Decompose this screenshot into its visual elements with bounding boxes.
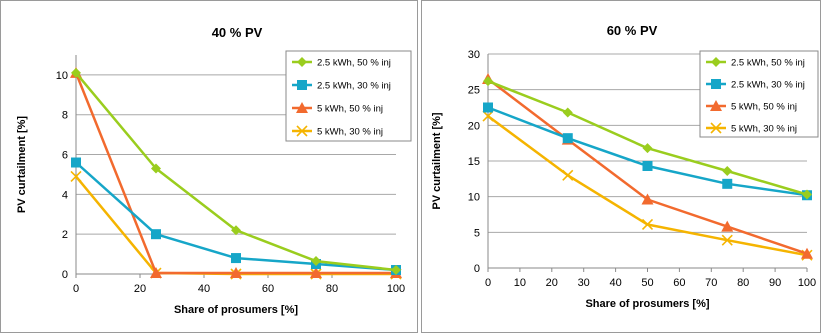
chart-panel-40pv: 40 % PV 0 2 4 6 8 10 0 20 40 60 80 100 Share of prosu…: [0, 0, 418, 333]
series-1-point: [71, 67, 81, 78]
y-tick-label: 6: [62, 150, 68, 162]
legend-marker-4: [710, 122, 722, 134]
x-tick-label: 60: [673, 277, 685, 289]
series-4-point: [482, 110, 494, 122]
y-tick-label: 8: [62, 110, 68, 122]
x-tick-label: 80: [737, 277, 749, 289]
series-4-point: [721, 234, 733, 246]
series-3-point: [150, 267, 162, 279]
legend-marker-4-stroke-b: [710, 122, 722, 134]
y-axis-label: PV curtailment [%]: [16, 116, 28, 214]
x-tick-label: 10: [514, 277, 526, 289]
series-1-point: [151, 163, 161, 174]
series-1-point: [483, 76, 493, 87]
legend-label-2: 2.5 kWh, 30 % inj: [317, 81, 391, 92]
series-3-point: [310, 267, 322, 279]
series-1-point: [562, 107, 573, 118]
series-4-point-stroke-b: [70, 170, 82, 183]
legend-marker-1: [711, 57, 721, 67]
x-tick-label: 100: [387, 283, 405, 295]
series-3-point: [721, 220, 734, 232]
series-3-point: [230, 267, 242, 279]
legend-box: [699, 50, 819, 138]
x-tick-label: 20: [546, 277, 558, 289]
x-tick-label: 40: [609, 277, 621, 289]
legend-label-4: 5 kWh, 30 % inj: [317, 127, 383, 138]
legend-label-1: 2.5 kWh, 50 % inj: [317, 58, 391, 69]
y-tick-label: 5: [474, 227, 480, 239]
series-2-point: [151, 229, 161, 240]
series-1-point: [231, 225, 241, 236]
x-tick-label: 80: [326, 283, 338, 295]
chart-title: 40 % PV: [212, 25, 263, 40]
legend-label-3: 5 kWh, 50 % inj: [317, 104, 383, 115]
y-tick-label: 4: [62, 189, 68, 201]
x-axis-label: Share of prosumers [%]: [585, 298, 709, 310]
x-tick-label: 40: [198, 283, 210, 295]
legend-label-3: 5 kWh, 50 % inj: [731, 102, 797, 113]
y-tick-label: 2: [62, 229, 68, 241]
y-tick-label: 20: [468, 120, 480, 132]
y-tick-label: 15: [468, 156, 480, 168]
legend-marker-4: [296, 125, 308, 137]
x-tick-label: 70: [705, 277, 717, 289]
legend-marker-3: [296, 102, 308, 113]
legend-marker-4-stroke-b: [296, 125, 308, 137]
x-tick-label: 0: [73, 283, 79, 295]
y-axis-label: PV curtailment [%]: [431, 112, 443, 210]
series-1-point: [802, 189, 812, 200]
series-1-point: [642, 143, 653, 154]
series-2-point: [231, 253, 241, 264]
x-tick-label: 100: [798, 277, 816, 289]
series-3-point: [641, 193, 654, 205]
chart-title: 60 % PV: [607, 23, 658, 38]
series-2-point: [642, 160, 653, 171]
series-2-point: [483, 102, 493, 113]
chart-60pv: 60 % PV 0 5 10 15 20 25 30 0 10 20 30 40 50 60 70 80 90 10…: [431, 23, 819, 310]
legend-label-2: 2.5 kWh, 30 % inj: [731, 80, 805, 91]
x-axis-label: Share of prosumers [%]: [174, 304, 298, 316]
series-2-point: [722, 178, 733, 189]
x-tick-label: 0: [485, 277, 491, 289]
x-tick-label: 60: [262, 283, 274, 295]
series-4-point-stroke-b: [641, 218, 654, 231]
x-tick-label: 50: [641, 277, 653, 289]
legend-label-4: 5 kWh, 30 % inj: [731, 124, 797, 135]
series-1-point: [311, 256, 321, 267]
series-3-point: [801, 247, 813, 259]
chart-panel-60pv: 60 % PV 0 5 10 15 20 25 30 0 10 20 30 40 50 60 70 80 90 10…: [421, 0, 821, 333]
series-4-point-stroke-b: [721, 234, 733, 246]
x-tick-label: 30: [578, 277, 590, 289]
y-tick-label: 25: [468, 85, 480, 97]
y-tick-label: 0: [474, 263, 480, 275]
legend-label-1: 2.5 kWh, 50 % inj: [731, 58, 805, 69]
y-tick-label: 0: [62, 269, 68, 281]
x-tick-label: 90: [769, 277, 781, 289]
series-1-point: [391, 265, 401, 276]
legend-marker-2: [711, 79, 721, 89]
legend-marker-1: [297, 57, 307, 67]
y-tick-label: 30: [468, 49, 480, 61]
legend-marker-3: [710, 100, 722, 111]
series-4-point: [562, 169, 574, 181]
legend-marker-2: [297, 80, 307, 90]
series-4-point: [70, 170, 82, 183]
series-4-point-stroke-b: [482, 110, 494, 122]
series-4-point: [641, 218, 654, 231]
y-tick-label: 10: [56, 70, 68, 82]
series-2-point: [562, 133, 573, 144]
series-1-point: [722, 165, 733, 176]
series-2-point: [71, 157, 81, 168]
x-tick-label: 20: [134, 283, 146, 295]
series-4-point-stroke-b: [562, 169, 574, 181]
y-tick-label: 10: [468, 192, 480, 204]
